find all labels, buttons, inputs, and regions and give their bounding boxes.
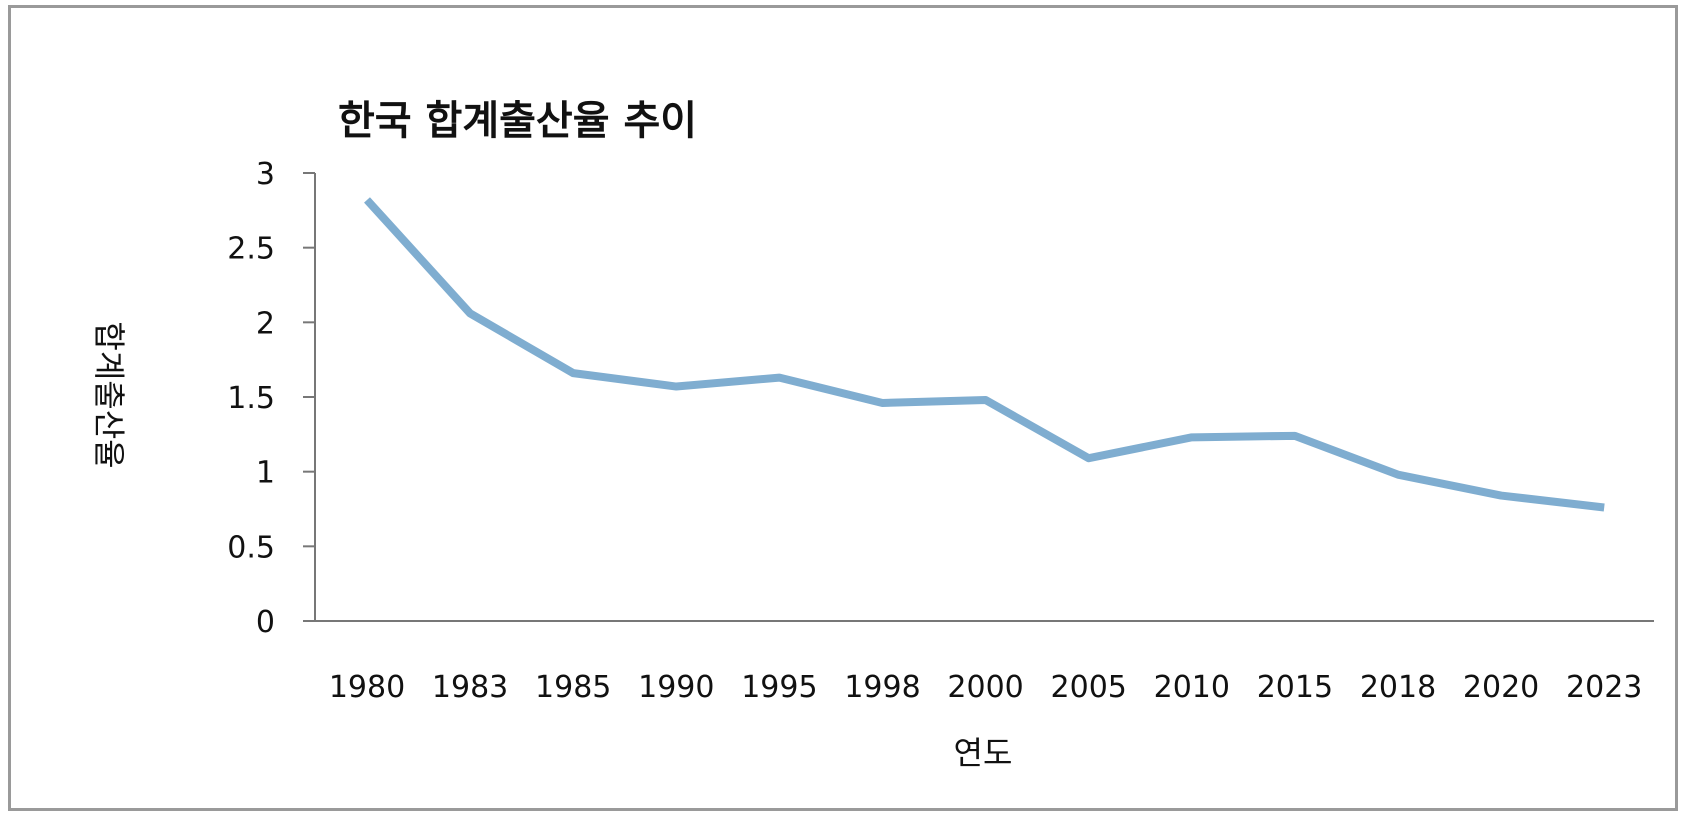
- x-axis-title: 연도: [954, 734, 1013, 772]
- x-tick-label: 1998: [844, 670, 920, 705]
- chart-title: 한국 합계출산율 추이: [338, 98, 697, 144]
- x-tick-label: 2020: [1463, 670, 1539, 705]
- y-tick-label: 2.5: [227, 232, 275, 267]
- x-tick-label: 1990: [638, 670, 714, 705]
- series-points: [366, 199, 1605, 508]
- y-tick-label: 0: [256, 605, 275, 640]
- x-tick-label: 2015: [1257, 670, 1333, 705]
- y-axis-ticks: 0 0.5 1 1.5 2 2.5 3: [227, 157, 315, 640]
- x-tick-label: 1983: [432, 670, 508, 705]
- x-tick-label: 1995: [741, 670, 817, 705]
- y-axis-title: 합계출산율: [90, 321, 128, 468]
- x-tick-label: 2018: [1360, 670, 1436, 705]
- x-tick-label: 1985: [535, 670, 611, 705]
- x-tick-label: 2005: [1051, 670, 1127, 705]
- x-axis-ticks: 1980 1983 1985 1990 1995 1998 2000 2005 2010 2015…: [329, 670, 1643, 705]
- y-tick-label: 3: [256, 157, 275, 192]
- y-tick-label: 1.5: [227, 381, 275, 416]
- x-tick-label: 2023: [1566, 670, 1642, 705]
- x-tick-label: 1980: [329, 670, 405, 705]
- chart-frame: [8, 5, 1678, 811]
- x-tick-label: 2000: [947, 670, 1023, 705]
- y-tick-label: 2: [256, 306, 275, 341]
- x-tick-label: 2010: [1154, 670, 1230, 705]
- y-tick-label: 0.5: [227, 530, 275, 565]
- y-tick-label: 1: [256, 456, 275, 491]
- series-line: [364, 197, 1605, 512]
